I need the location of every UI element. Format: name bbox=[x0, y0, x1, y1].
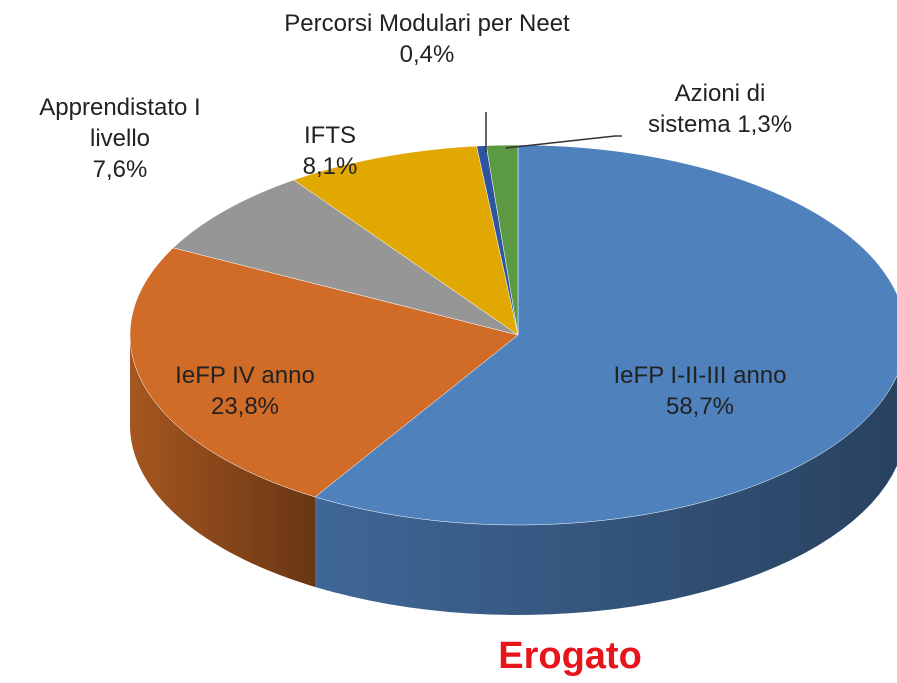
pie-slice bbox=[172, 179, 519, 336]
category-label: IeFP I-II-III anno bbox=[613, 362, 787, 389]
pie-slice bbox=[314, 144, 897, 526]
data-label: IeFP I-II-III anno 58,7% bbox=[600, 360, 800, 422]
value-label: 23,8% bbox=[210, 393, 280, 420]
pie-side bbox=[315, 375, 897, 615]
value-label: 1,3% bbox=[737, 111, 793, 138]
category-label: Apprendistato I livello bbox=[39, 94, 201, 152]
pie-slice bbox=[293, 145, 519, 336]
value-label: 7,6% bbox=[92, 156, 148, 183]
value-label: 58,7% bbox=[665, 393, 735, 420]
pie-slice bbox=[129, 247, 519, 498]
pie-side bbox=[130, 335, 316, 587]
data-label: Apprendistato I livello 7,6% bbox=[15, 92, 225, 185]
category-label: IFTS bbox=[304, 122, 356, 149]
data-label: Azioni di sistema 1,3% bbox=[635, 78, 805, 140]
value-label: 8,1% bbox=[302, 153, 358, 180]
data-label: IeFP IV anno 23,8% bbox=[160, 360, 330, 422]
category-label: Azioni di sistema bbox=[647, 80, 766, 138]
value-label: 0,4% bbox=[399, 41, 455, 68]
data-label: IFTS 8,1% bbox=[290, 120, 370, 182]
chart-title: Erogato bbox=[498, 635, 642, 677]
category-label: Percorsi Modulari per Neet bbox=[284, 10, 570, 37]
category-label: IeFP IV anno bbox=[175, 362, 315, 389]
data-label: Percorsi Modulari per Neet 0,4% bbox=[267, 8, 587, 70]
leader-line bbox=[505, 135, 622, 149]
